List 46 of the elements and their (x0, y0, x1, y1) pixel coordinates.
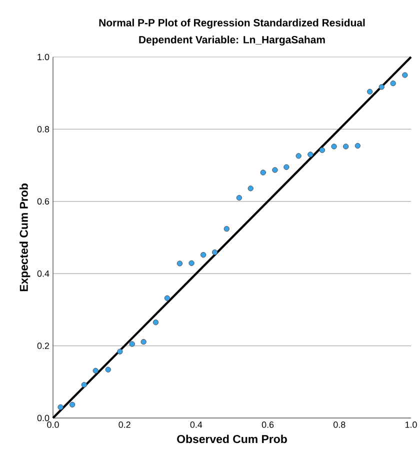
point (402, 72, 408, 78)
y-tick-label: 0.4 (37, 270, 50, 277)
y-tick-label: 0.8 (37, 126, 50, 132)
y-tick-label: 0.0 (37, 414, 50, 422)
point (248, 186, 254, 192)
y-tick-label: 0.2 (37, 342, 50, 349)
point (354, 142, 360, 149)
point (343, 144, 349, 150)
point (366, 88, 373, 94)
point (129, 341, 135, 347)
point (58, 404, 64, 410)
y-tick-label: 0.6 (37, 198, 50, 205)
x-tick-label: 0.6 (262, 422, 274, 428)
x-tick-label: 1.0 (405, 422, 417, 428)
point (92, 368, 98, 374)
x-axis-title: Observed Cum Prob (177, 434, 287, 444)
point (200, 252, 206, 258)
x-tick-label: 0.4 (190, 422, 202, 428)
point (212, 249, 218, 256)
point (164, 295, 170, 301)
point (81, 382, 87, 388)
chart-subtitle: Dependent Variable: Ln_HargaSaham (139, 36, 325, 46)
point (260, 170, 266, 176)
point (319, 147, 326, 153)
chart-title: Normal P-P Plot of Regression Standardized Residual (99, 18, 365, 29)
point (331, 144, 337, 150)
point (308, 152, 314, 158)
point (105, 366, 111, 372)
point (188, 260, 194, 266)
point (152, 319, 159, 326)
point (236, 194, 242, 201)
point (390, 80, 396, 86)
y-tick-label: 1.0 (38, 54, 50, 60)
point (69, 402, 76, 408)
point (117, 348, 123, 354)
x-tick-label: 0.8 (334, 422, 346, 428)
point (272, 167, 278, 173)
x-tick-label: 0.2 (118, 422, 130, 428)
y-axis-title: Expected Cum Prob (20, 184, 30, 292)
point (284, 164, 290, 170)
point (224, 226, 230, 232)
point (140, 338, 146, 345)
point (378, 84, 384, 90)
point (296, 153, 302, 159)
point (176, 260, 183, 266)
x-tick-label: 0.0 (47, 422, 59, 428)
